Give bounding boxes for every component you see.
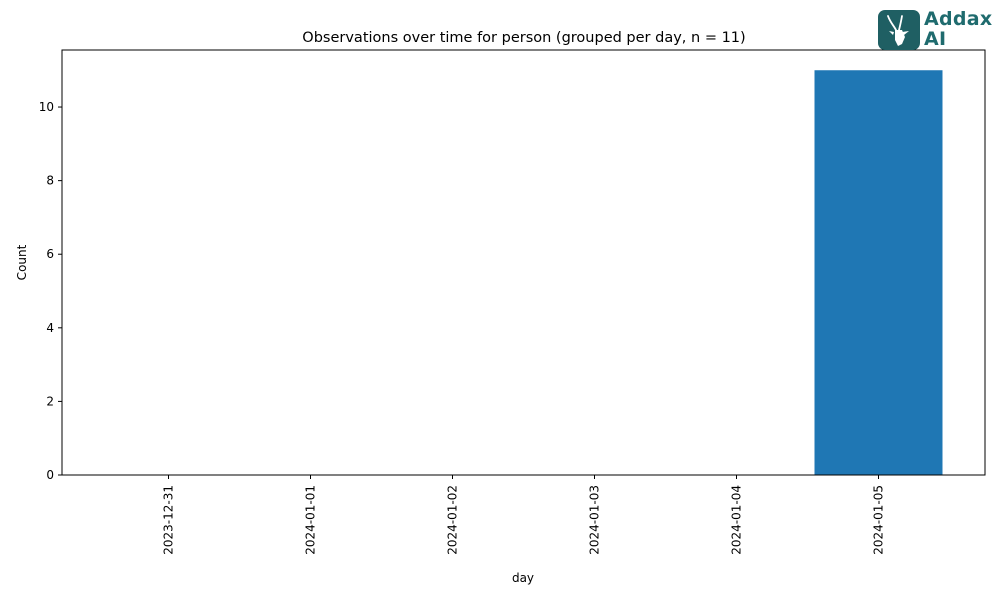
y-tick-label: 6 xyxy=(46,247,54,261)
x-axis-label: day xyxy=(512,571,534,585)
x-axis-ticks: 2023-12-31 2024-01-01 2024-01-02 2024-01-03… xyxy=(162,475,886,555)
y-tick-label: 0 xyxy=(46,468,54,482)
x-tick-label: 2024-01-04 xyxy=(730,485,744,555)
x-tick-label: 2024-01-05 xyxy=(872,485,886,555)
y-tick-label: 4 xyxy=(46,321,54,335)
x-tick-label: 2024-01-02 xyxy=(446,485,460,555)
y-axis-ticks: 0 2 4 6 8 10 xyxy=(39,100,62,482)
x-tick-label: 2024-01-03 xyxy=(588,485,602,555)
antelope-logo-icon xyxy=(878,10,920,50)
x-tick-label: 2024-01-01 xyxy=(304,485,318,555)
x-tick-label: 2023-12-31 xyxy=(162,485,176,555)
y-tick-label: 8 xyxy=(46,174,54,188)
chart-title: Observations over time for person (group… xyxy=(302,30,745,46)
y-tick-label: 10 xyxy=(39,100,54,114)
plot-frame xyxy=(61,49,986,476)
y-axis-label: Count xyxy=(15,244,29,280)
logo-wordmark: Addax AI xyxy=(924,8,993,50)
y-tick-label: 2 xyxy=(46,394,54,408)
bar-2024-01-05 xyxy=(814,70,943,475)
addax-ai-logo: Addax AI xyxy=(878,8,996,52)
bars-group xyxy=(814,70,943,475)
